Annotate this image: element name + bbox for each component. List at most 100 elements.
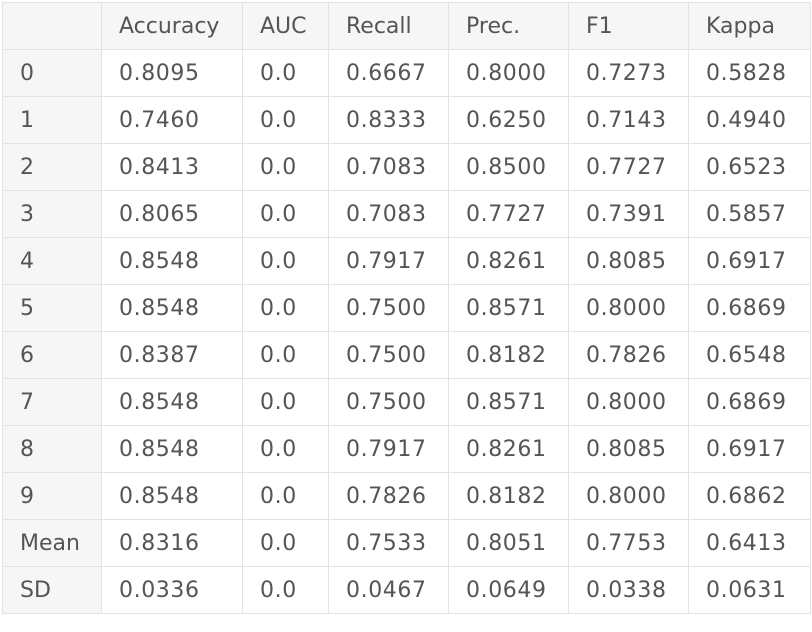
cell-accuracy: 0.8316 (101, 519, 243, 567)
table-row: 6 0.8387 0.0 0.7500 0.8182 0.7826 0.6548 (2, 331, 811, 379)
cell-kappa: 0.6862 (688, 472, 811, 520)
cell-auc: 0.0 (242, 519, 329, 567)
row-label: 6 (2, 331, 102, 379)
header-row: Accuracy AUC Recall Prec. F1 Kappa (2, 2, 811, 50)
header-kappa: Kappa (688, 2, 811, 50)
cell-recall: 0.7083 (328, 190, 449, 238)
cell-accuracy: 0.8095 (101, 49, 243, 97)
cell-accuracy: 0.8548 (101, 237, 243, 285)
cell-recall: 0.7826 (328, 472, 449, 520)
table-row: 5 0.8548 0.0 0.7500 0.8571 0.8000 0.6869 (2, 284, 811, 332)
cell-kappa: 0.6917 (688, 425, 811, 473)
cell-kappa: 0.6917 (688, 237, 811, 285)
cell-kappa: 0.5828 (688, 49, 811, 97)
cell-precision: 0.8182 (448, 331, 569, 379)
row-label: 2 (2, 143, 102, 191)
table-body: 0 0.8095 0.0 0.6667 0.8000 0.7273 0.5828 1 0.746… (2, 49, 811, 614)
cell-recall: 0.7500 (328, 331, 449, 379)
cell-auc: 0.0 (242, 331, 329, 379)
row-label: 4 (2, 237, 102, 285)
cell-kappa: 0.6548 (688, 331, 811, 379)
cell-auc: 0.0 (242, 472, 329, 520)
cell-kappa: 0.0631 (688, 566, 811, 614)
cell-auc: 0.0 (242, 190, 329, 238)
cell-f1: 0.7727 (568, 143, 689, 191)
cell-accuracy: 0.8413 (101, 143, 243, 191)
table-row: 2 0.8413 0.0 0.7083 0.8500 0.7727 0.6523 (2, 143, 811, 191)
cell-recall: 0.7917 (328, 425, 449, 473)
cell-kappa: 0.6413 (688, 519, 811, 567)
header-precision: Prec. (448, 2, 569, 50)
cell-kappa: 0.6869 (688, 284, 811, 332)
cell-f1: 0.7391 (568, 190, 689, 238)
table-row: 3 0.8065 0.0 0.7083 0.7727 0.7391 0.5857 (2, 190, 811, 238)
cell-recall: 0.7533 (328, 519, 449, 567)
cell-precision: 0.7727 (448, 190, 569, 238)
row-label: 8 (2, 425, 102, 473)
cell-auc: 0.0 (242, 49, 329, 97)
row-label: 5 (2, 284, 102, 332)
cell-recall: 0.0467 (328, 566, 449, 614)
row-label: 9 (2, 472, 102, 520)
table-row: 8 0.8548 0.0 0.7917 0.8261 0.8085 0.6917 (2, 425, 811, 473)
cell-accuracy: 0.8548 (101, 425, 243, 473)
table-row: 4 0.8548 0.0 0.7917 0.8261 0.8085 0.6917 (2, 237, 811, 285)
table-row: SD 0.0336 0.0 0.0467 0.0649 0.0338 0.0631 (2, 566, 811, 614)
cell-precision: 0.6250 (448, 96, 569, 144)
cell-kappa: 0.6869 (688, 378, 811, 426)
cell-f1: 0.8000 (568, 472, 689, 520)
cell-recall: 0.7917 (328, 237, 449, 285)
row-label: 7 (2, 378, 102, 426)
cell-recall: 0.7500 (328, 284, 449, 332)
cell-kappa: 0.4940 (688, 96, 811, 144)
header-accuracy: Accuracy (101, 2, 243, 50)
cell-f1: 0.8085 (568, 425, 689, 473)
cell-f1: 0.7826 (568, 331, 689, 379)
cell-precision: 0.8051 (448, 519, 569, 567)
cell-recall: 0.6667 (328, 49, 449, 97)
header-f1: F1 (568, 2, 689, 50)
cell-accuracy: 0.8387 (101, 331, 243, 379)
cell-auc: 0.0 (242, 566, 329, 614)
table-row: 9 0.8548 0.0 0.7826 0.8182 0.8000 0.6862 (2, 472, 811, 520)
cell-f1: 0.7273 (568, 49, 689, 97)
cell-precision: 0.8000 (448, 49, 569, 97)
cell-kappa: 0.5857 (688, 190, 811, 238)
cell-recall: 0.7500 (328, 378, 449, 426)
cell-auc: 0.0 (242, 96, 329, 144)
cell-accuracy: 0.8065 (101, 190, 243, 238)
cell-precision: 0.8261 (448, 425, 569, 473)
cell-auc: 0.0 (242, 143, 329, 191)
cell-accuracy: 0.8548 (101, 284, 243, 332)
row-label: 3 (2, 190, 102, 238)
cell-precision: 0.8261 (448, 237, 569, 285)
cell-precision: 0.8182 (448, 472, 569, 520)
cell-f1: 0.0338 (568, 566, 689, 614)
cell-auc: 0.0 (242, 378, 329, 426)
cell-accuracy: 0.8548 (101, 472, 243, 520)
cell-auc: 0.0 (242, 425, 329, 473)
table-row: Mean 0.8316 0.0 0.7533 0.8051 0.7753 0.6413 (2, 519, 811, 567)
cell-f1: 0.8085 (568, 237, 689, 285)
cell-precision: 0.8571 (448, 284, 569, 332)
cell-accuracy: 0.0336 (101, 566, 243, 614)
table-row: 7 0.8548 0.0 0.7500 0.8571 0.8000 0.6869 (2, 378, 811, 426)
cell-f1: 0.8000 (568, 378, 689, 426)
cell-auc: 0.0 (242, 284, 329, 332)
header-corner (2, 2, 102, 50)
cell-accuracy: 0.8548 (101, 378, 243, 426)
table-row: 0 0.8095 0.0 0.6667 0.8000 0.7273 0.5828 (2, 49, 811, 97)
row-label: 0 (2, 49, 102, 97)
cell-kappa: 0.6523 (688, 143, 811, 191)
cell-recall: 0.8333 (328, 96, 449, 144)
table-row: 1 0.7460 0.0 0.8333 0.6250 0.7143 0.4940 (2, 96, 811, 144)
metrics-table: Accuracy AUC Recall Prec. F1 Kappa 0 0.80… (2, 2, 811, 614)
row-label: SD (2, 566, 102, 614)
cell-auc: 0.0 (242, 237, 329, 285)
header-auc: AUC (242, 2, 329, 50)
header-recall: Recall (328, 2, 449, 50)
cell-precision: 0.8571 (448, 378, 569, 426)
cell-f1: 0.8000 (568, 284, 689, 332)
row-label: Mean (2, 519, 102, 567)
cell-f1: 0.7753 (568, 519, 689, 567)
